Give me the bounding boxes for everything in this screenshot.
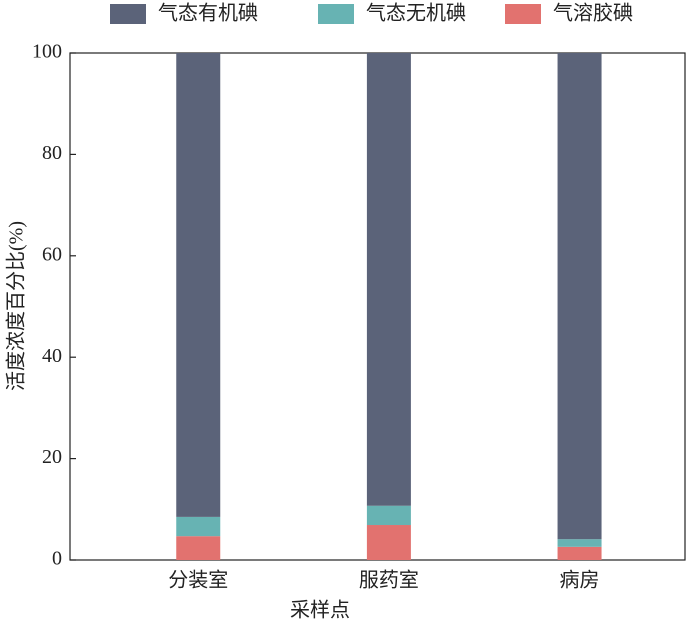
bar-segment: [557, 546, 602, 560]
bar-segment: [557, 539, 602, 547]
y-tick-label: 80: [42, 142, 62, 164]
y-tick-label: 60: [42, 243, 62, 265]
legend-swatch: [505, 4, 541, 24]
x-tick-label: 病房: [560, 569, 600, 592]
x-tick-label: 服药室: [359, 569, 419, 592]
y-tick-label: 100: [32, 41, 62, 63]
y-tick-label: 20: [42, 446, 62, 468]
y-tick-label: 0: [52, 548, 62, 570]
x-tick-label: 分装室: [168, 569, 228, 592]
y-axis-label: 活度浓度百分比(%): [5, 221, 28, 391]
x-axis-label: 采样点: [290, 599, 350, 622]
y-tick-label: 40: [42, 345, 62, 367]
bar-segment: [176, 53, 221, 517]
legend-swatch: [110, 4, 146, 24]
bar-segment: [366, 505, 411, 526]
legend-label: 气态无机碘: [366, 2, 466, 25]
bar-segment: [557, 53, 602, 540]
legend-label: 气溶胶碘: [553, 2, 633, 25]
bar-segment: [176, 536, 221, 560]
legend-label: 气态有机碘: [158, 2, 258, 25]
legend-swatch: [318, 4, 354, 24]
bar-segment: [366, 53, 411, 506]
bar-segment: [366, 525, 411, 560]
bar-segment: [176, 516, 221, 537]
